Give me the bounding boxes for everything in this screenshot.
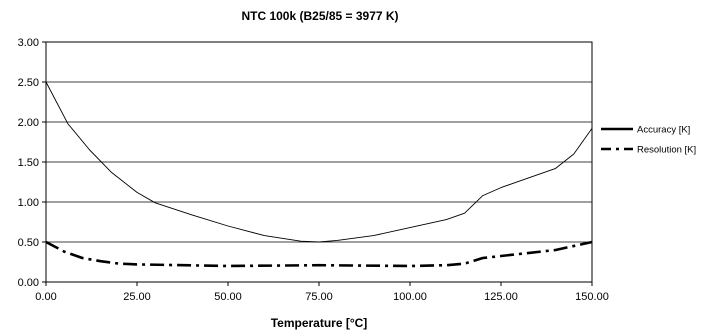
series-line [45,81,593,243]
y-tick-label: 2.00 [18,117,39,129]
legend-label: Accuracy [K] [637,125,690,136]
y-tick-label: 1.00 [18,197,39,209]
y-tick-label: 0.50 [18,237,39,249]
grid [46,81,592,243]
x-tick-label: 150.00 [575,291,609,303]
axis-ticks: 0.00 0.50 1.00 1.50 2.00 2.50 3.00 0.00 25.00 50.… [18,37,609,303]
x-tick-label: 0.00 [35,291,56,303]
series-layer [45,81,593,268]
y-tick-label: 1.50 [18,157,39,169]
series-line [45,240,593,268]
x-tick-label: 100.00 [393,291,427,303]
legend-label: Resolution [K] [637,145,696,156]
chart-title: NTC 100k (B25/85 = 3977 K) [241,9,398,23]
x-tick-label: 50.00 [214,291,242,303]
x-tick-label: 125.00 [484,291,518,303]
y-tick-label: 0.00 [18,277,39,289]
x-tick-label: 25.00 [123,291,151,303]
y-tick-label: 3.00 [18,37,39,49]
legend: Accuracy [K] Resolution [K] [601,125,696,156]
y-tick-label: 2.50 [18,77,39,89]
x-axis-title: Temperature [°C] [271,316,368,330]
x-tick-label: 75.00 [305,291,333,303]
